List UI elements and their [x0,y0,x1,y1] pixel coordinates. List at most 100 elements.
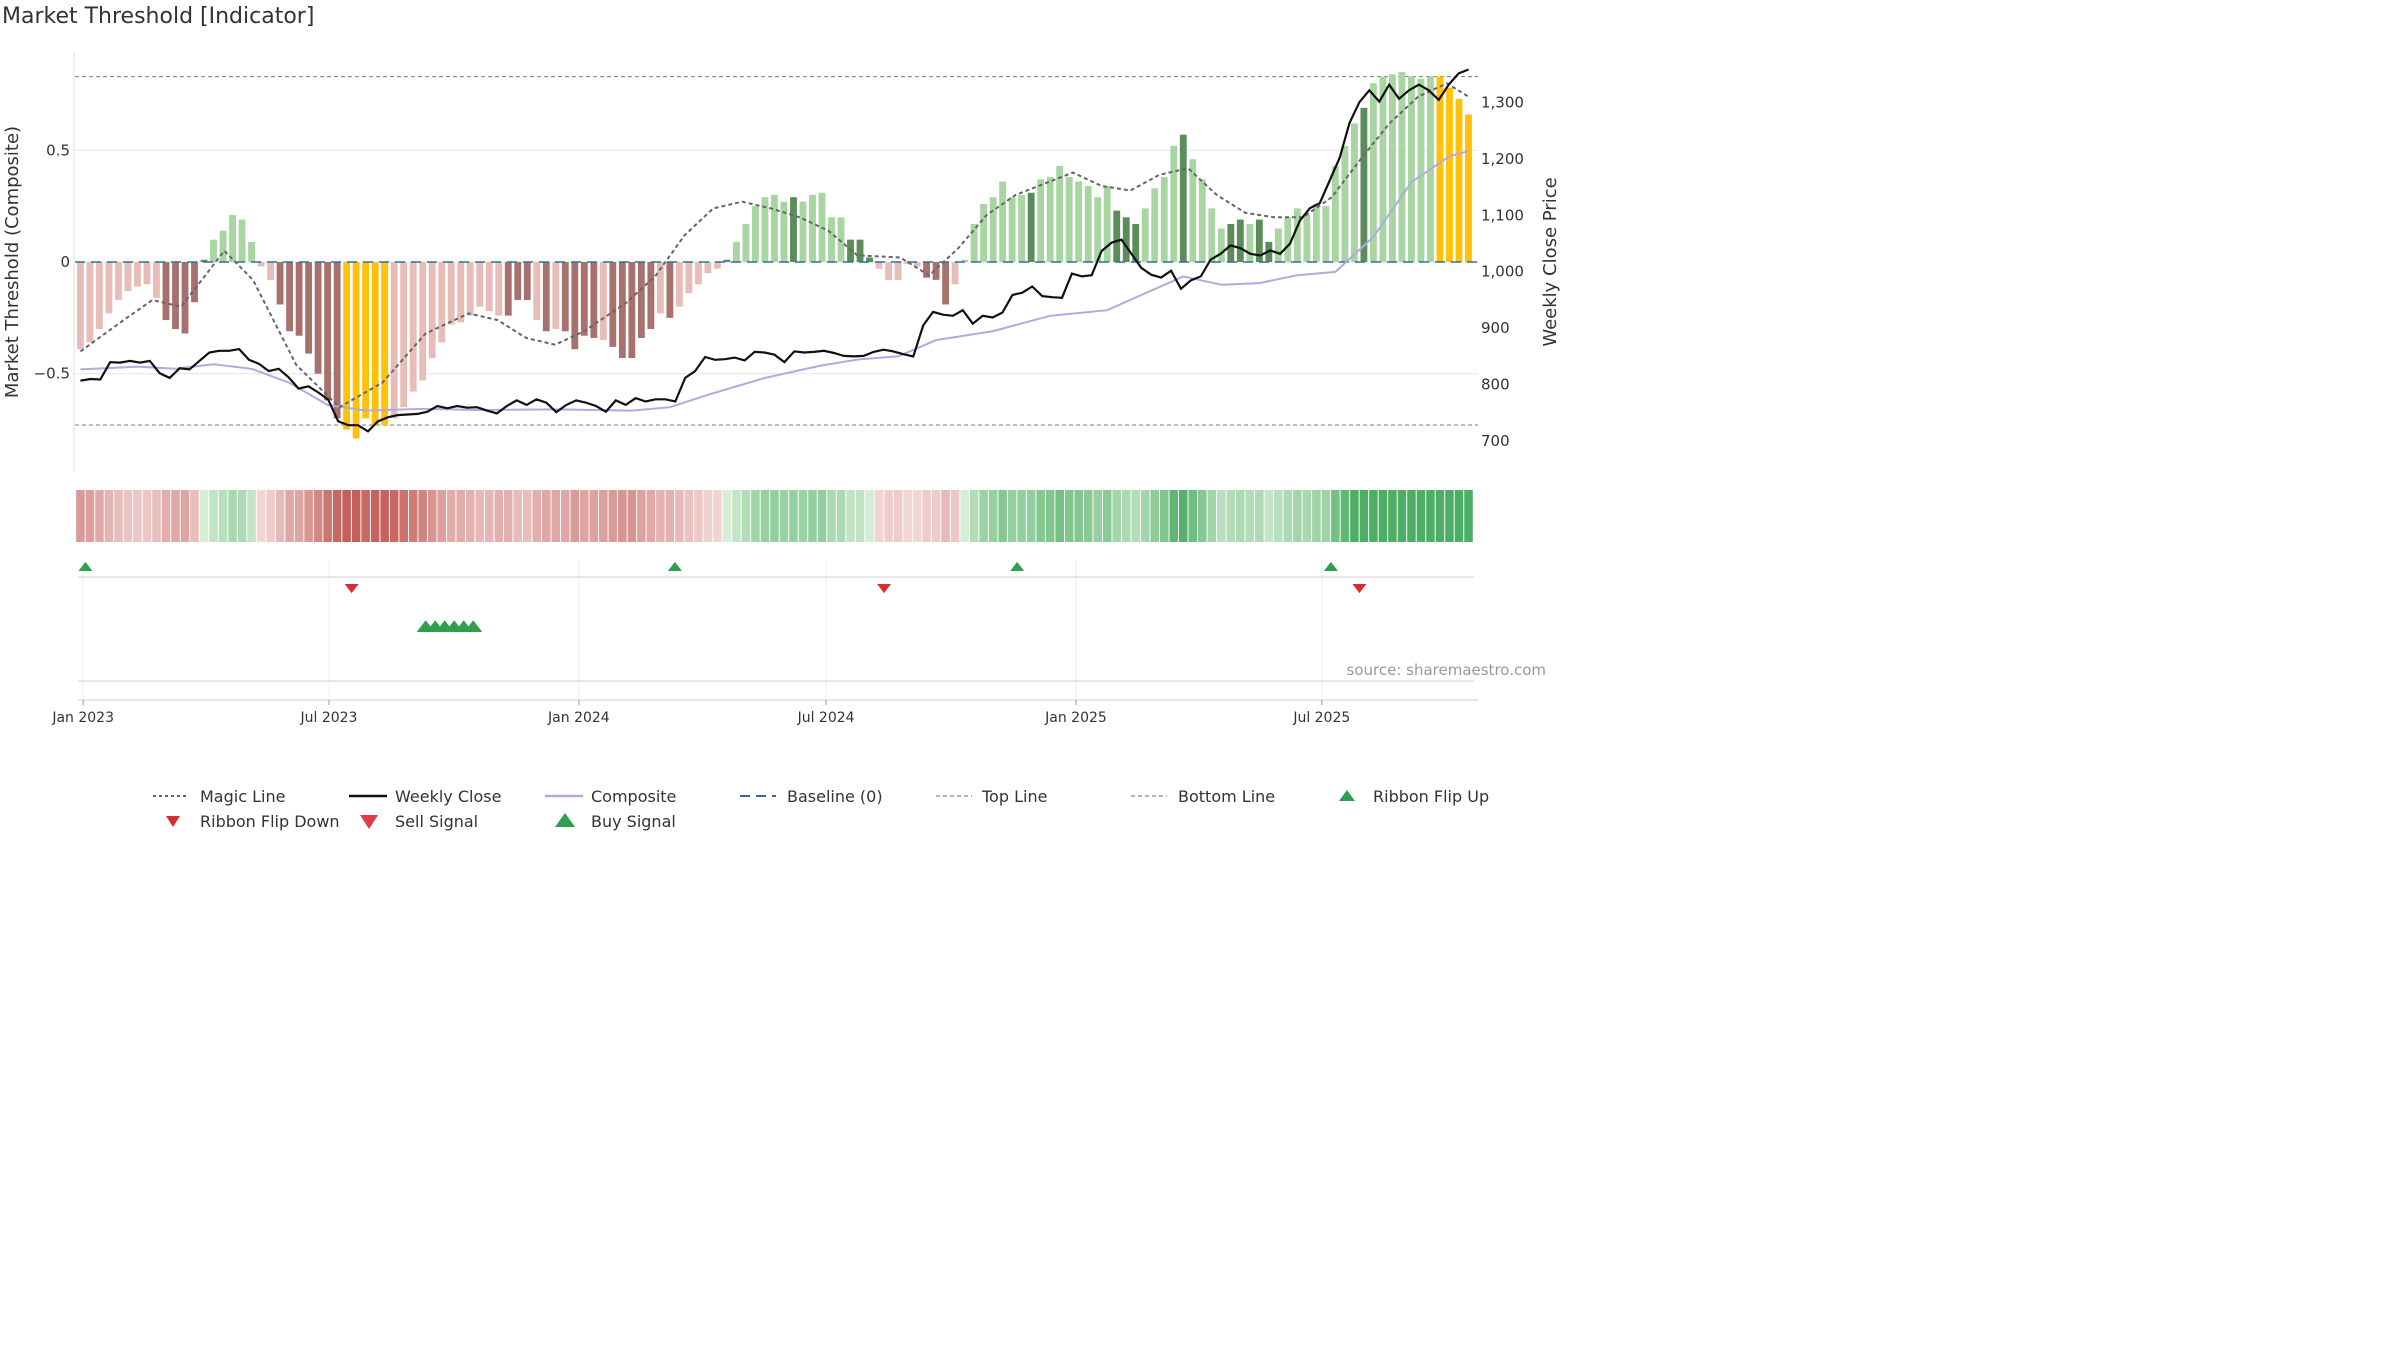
composite-bar [1027,192,1035,262]
composite-bar [438,262,446,343]
y-tick-label: −0.5 [34,365,70,383]
ribbon-cell [1369,490,1378,542]
composite-bar [780,201,788,262]
composite-bar [894,262,902,280]
ribbon-cell [817,490,827,542]
composite-bar [533,262,541,321]
composite-bar [542,262,550,332]
weekly-close-line [80,68,1469,433]
composite-bar [1293,208,1301,262]
composite-bar [1436,76,1444,263]
ribbon-cell [1150,490,1160,542]
composite-bar [115,262,122,300]
legend-sell-signal: Sell Signal [360,812,478,831]
ribbon-cell [475,490,485,542]
legend-weekly-close: Weekly Close [349,787,501,806]
ribbon-cell [304,490,313,542]
ribbon-cell [1121,490,1131,542]
composite-bar [134,262,141,287]
ribbon-cell [456,490,466,542]
composite-bar [476,262,484,307]
composite-bar [153,262,160,298]
legend-swatch [555,813,575,827]
composite-bar [86,262,94,343]
ribbon-cell [1426,490,1435,542]
ribbon-cell [114,490,123,542]
ribbon-cell [380,490,389,542]
legend-label: Weekly Close [395,787,501,806]
ribbon-cell [1045,490,1055,542]
composite-bar [514,262,522,300]
ribbon-cell [332,490,342,542]
composite-bar [1284,217,1292,262]
ribbon-cell [522,490,532,542]
ribbon-cell [1007,490,1017,542]
composite-bar [248,241,255,262]
ribbon-cell [513,490,523,542]
composite-bar [1141,208,1149,262]
composite-bar [1322,206,1330,262]
ribbon-cell [408,490,418,542]
ribbon-cell [323,490,332,542]
legend-composite: Composite [545,787,676,806]
ribbon-cell [1198,490,1207,542]
ribbon-cell [665,490,675,542]
ribbon-cell [1236,490,1245,542]
composite-bar [286,262,294,332]
legend-label: Ribbon Flip Down [200,812,340,831]
composite-bar [191,262,198,303]
composite-bar [685,262,693,294]
ribbon-cell [1331,490,1340,542]
legend-label: Bottom Line [1178,787,1275,806]
legend: Magic Line Weekly Close Composite Baseline … [153,787,1489,831]
composite-bar [828,217,835,262]
ribbon-cell [893,490,903,542]
composite-bar [771,194,778,262]
composite-bar [1132,224,1140,262]
composite-bar [485,262,493,312]
legend-ribbon-flip-up: Ribbon Flip Up [1339,787,1489,806]
ribbon-cell [1321,490,1331,542]
composite-bar [980,203,988,262]
ribbon-cell [237,490,247,542]
composite-bar [752,206,759,262]
ribbon-cell [789,490,798,542]
composite-bar [999,181,1007,262]
ribbon-cell [836,490,846,542]
ribbon-cell [1454,490,1464,542]
composite-bar [571,262,579,350]
ribbon-cell [313,490,323,542]
legend-label: Magic Line [200,787,285,806]
composite-bar [580,262,588,336]
composite-bar [1274,228,1282,262]
composite-bar [267,262,275,280]
ribbon-cell [1188,490,1198,542]
ribbon-cell [190,490,199,542]
x-tick-label: Jul 2024 [797,710,855,726]
ribbon-cell [152,490,161,542]
composite-bar [238,219,246,262]
ribbon-cell [171,490,180,542]
ribbon-cell [199,490,209,542]
ribbon-cell [1017,490,1026,542]
magic-line [79,82,1470,409]
ribbon-cell [1378,490,1388,542]
x-tick-label: Jul 2025 [1292,710,1350,726]
composite-bar [970,224,978,262]
ribbon-cell [532,490,542,542]
ribbon-cell [133,490,142,542]
ribbon-cell [1178,490,1188,542]
y2-tick-label: 700 [1481,432,1510,450]
ribbon-cell [656,490,665,542]
legend-magic-line: Magic Line [153,787,285,806]
y2-tick-label: 900 [1481,319,1510,337]
composite-bar [428,262,436,359]
ribbon-flip-up-marker [78,561,93,571]
ribbon-cell [1112,490,1122,542]
ribbon-cell [1074,490,1083,542]
ribbon-flip-down-marker [877,584,892,594]
ribbon-cell [675,490,684,542]
ribbon-cell [608,490,618,542]
legend-label: Top Line [981,787,1047,806]
composite-bar [609,262,617,347]
